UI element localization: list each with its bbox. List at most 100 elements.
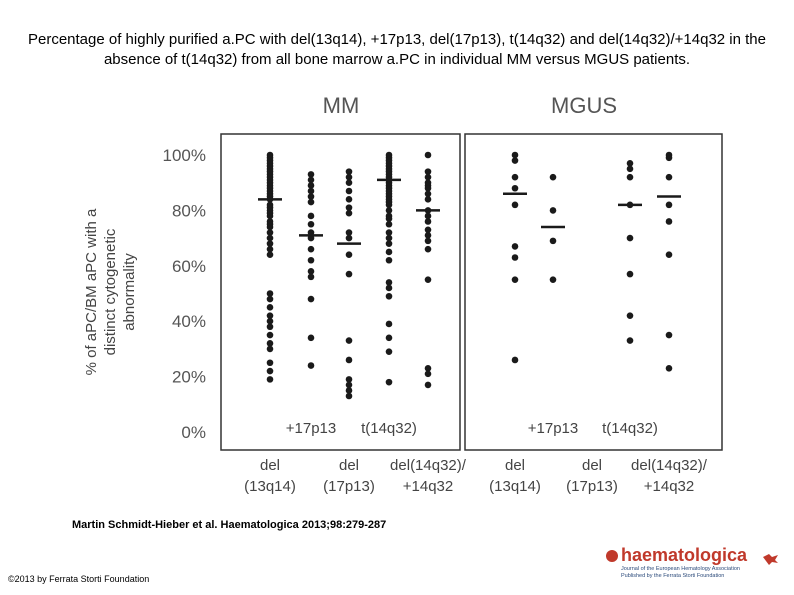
data-point xyxy=(665,218,673,225)
data-point xyxy=(626,312,634,319)
data-point xyxy=(424,276,432,283)
data-point xyxy=(345,179,353,186)
data-point xyxy=(266,223,274,231)
data-point xyxy=(385,240,393,247)
data-point xyxy=(511,184,519,192)
y-tick-label: 100% xyxy=(163,146,206,165)
category-label: +14q32 xyxy=(403,478,453,495)
panel-frame-mgus xyxy=(464,133,723,451)
data-point xyxy=(626,270,634,278)
data-point xyxy=(345,251,353,259)
logo-emblem xyxy=(763,554,778,565)
data-point xyxy=(424,173,432,181)
category-label: t(14q32) xyxy=(602,420,658,437)
data-point xyxy=(266,345,274,353)
data-point xyxy=(345,387,353,394)
data-point xyxy=(266,304,274,311)
data-point xyxy=(345,168,353,175)
y-axis-label-line: % of aPC/BM aPC with a xyxy=(83,208,100,375)
data-point xyxy=(307,268,315,275)
data-point xyxy=(266,312,274,319)
data-point xyxy=(266,340,274,347)
data-point xyxy=(665,251,673,259)
data-point xyxy=(266,234,274,242)
data-point xyxy=(345,209,353,217)
data-point xyxy=(307,256,315,264)
data-point xyxy=(345,187,353,195)
y-axis-label-line: abnormality xyxy=(121,253,138,331)
data-point xyxy=(511,151,519,159)
data-point xyxy=(307,220,315,228)
data-point xyxy=(345,173,353,181)
data-point xyxy=(307,295,315,303)
data-point xyxy=(424,370,432,378)
data-point xyxy=(424,245,432,253)
data-point xyxy=(266,290,274,297)
data-point xyxy=(385,348,393,355)
y-tick-label: 40% xyxy=(172,312,206,331)
data-point xyxy=(424,218,432,225)
data-point xyxy=(665,331,673,339)
category-label: del(14q32)/ xyxy=(631,457,708,474)
slide-title: Percentage of highly purified a.PC with … xyxy=(27,31,766,68)
data-point xyxy=(345,392,353,400)
data-point xyxy=(345,376,353,383)
category-label: t(14q32) xyxy=(361,420,417,437)
data-point xyxy=(345,196,353,203)
data-point xyxy=(307,193,315,200)
data-point xyxy=(385,207,393,214)
data-point xyxy=(385,229,393,236)
data-point xyxy=(511,356,519,364)
data-point xyxy=(424,381,432,389)
y-tick-label: 60% xyxy=(172,257,206,276)
data-point xyxy=(307,182,315,189)
data-point xyxy=(266,295,274,303)
data-point xyxy=(424,151,432,159)
data-point xyxy=(307,273,315,281)
data-point xyxy=(424,184,432,192)
data-point xyxy=(424,196,432,203)
data-point xyxy=(345,381,353,389)
data-point xyxy=(385,292,393,300)
data-point xyxy=(266,359,274,367)
data-point xyxy=(266,245,274,253)
data-point xyxy=(266,367,274,375)
panel-title-mm: MM xyxy=(323,93,360,118)
data-point xyxy=(626,160,634,167)
category-label: (13q14) xyxy=(489,478,541,495)
citation: Martin Schmidt-Hieber et al. Haematologi… xyxy=(72,519,387,531)
data-point xyxy=(626,337,634,344)
data-point xyxy=(345,204,353,211)
y-axis-label-line: distinct cytogenetic xyxy=(102,228,119,355)
data-point xyxy=(307,334,315,342)
panel-frame-mm xyxy=(220,133,461,451)
category-label: +14q32 xyxy=(644,478,694,495)
scatter-chart: % of aPC/BM aPC with a distinct cytogenet… xyxy=(83,93,723,495)
data-point xyxy=(511,201,519,209)
data-point xyxy=(266,376,274,383)
data-point xyxy=(385,284,393,292)
category-label: +17p13 xyxy=(528,420,578,437)
data-point xyxy=(385,220,393,228)
data-point xyxy=(266,240,274,247)
data-point xyxy=(424,212,432,220)
data-point xyxy=(345,270,353,278)
data-point xyxy=(345,356,353,364)
data-point xyxy=(665,364,673,372)
copyright: ©2013 by Ferrata Storti Foundation xyxy=(8,574,150,584)
data-point xyxy=(549,276,557,283)
data-point xyxy=(385,215,393,223)
data-point xyxy=(626,234,634,242)
data-point xyxy=(266,323,274,331)
data-point xyxy=(424,190,432,198)
data-point xyxy=(307,187,315,195)
category-label: (17p13) xyxy=(566,478,618,495)
data-point xyxy=(511,157,519,164)
y-tick-label: 20% xyxy=(172,368,206,387)
data-point xyxy=(385,201,393,209)
data-point xyxy=(266,251,274,259)
data-point xyxy=(345,337,353,344)
data-point xyxy=(665,154,673,162)
logo-mark xyxy=(606,550,618,562)
data-point xyxy=(424,364,432,372)
